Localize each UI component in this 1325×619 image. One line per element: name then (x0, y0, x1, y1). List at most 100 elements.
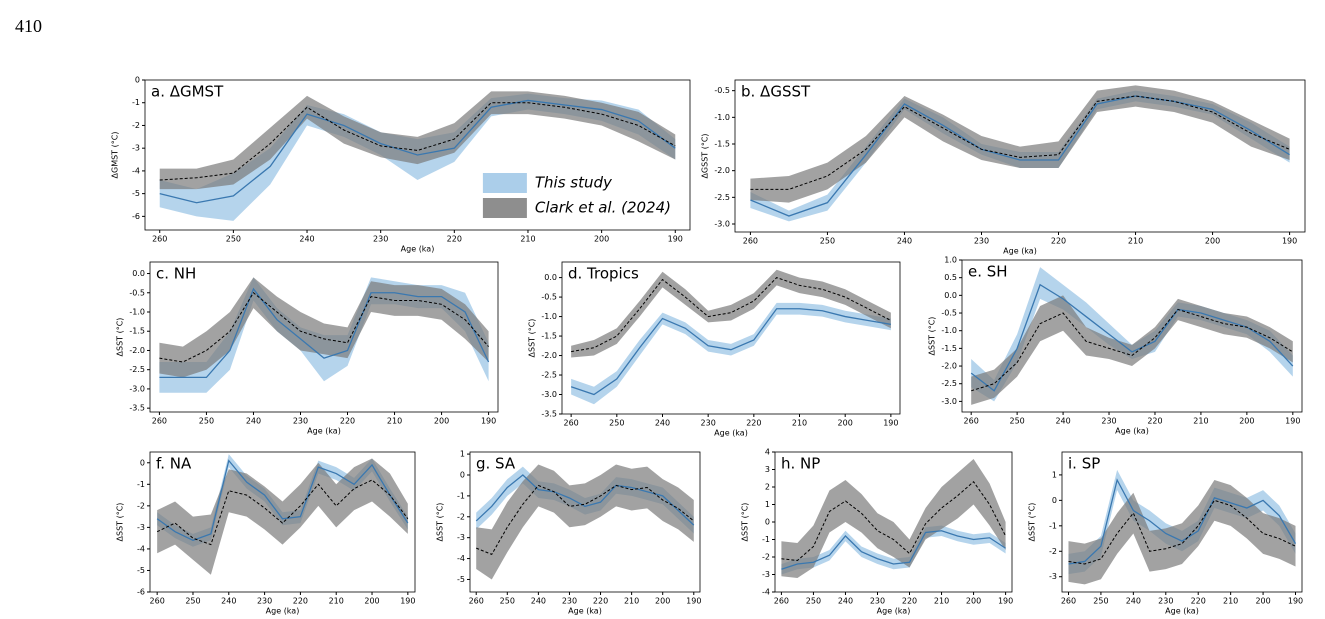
y-tick-label: -3 (762, 570, 770, 579)
series-line (781, 530, 1006, 570)
axes-frame (961, 259, 1303, 413)
series-line (571, 277, 892, 353)
y-tick-label: -2.0 (541, 351, 557, 360)
x-tick-label: 250 (199, 417, 214, 426)
x-tick-label: 200 (838, 419, 853, 428)
x-tick-label: 190 (668, 235, 683, 244)
y-tick-label: -2.5 (541, 371, 557, 380)
axes-frame (149, 261, 499, 413)
legend-label: Clark et al. (2024) (535, 199, 671, 217)
x-tick-label: 190 (481, 417, 496, 426)
x-tick-label: 250 (1093, 597, 1108, 606)
x-tick-label: 210 (1128, 237, 1143, 246)
panel-title: a. ΔGMST (151, 83, 224, 101)
y-tick-label: -1.5 (541, 332, 557, 341)
x-tick-label: 220 (746, 419, 761, 428)
x-tick-label: 260 (469, 597, 484, 606)
x-tick-label: 260 (150, 597, 165, 606)
x-tick-label: 230 (373, 235, 388, 244)
series-line (159, 99, 676, 204)
axes-frame (469, 451, 701, 593)
y-tick-label: 0.5 (944, 273, 957, 282)
x-tick-label: 260 (152, 235, 167, 244)
x-tick-label: 260 (964, 417, 979, 426)
x-tick-label: 210 (792, 419, 807, 428)
x-tick-label: 190 (686, 597, 701, 606)
x-tick-label: 250 (226, 235, 241, 244)
y-tick-label: -0.5 (941, 309, 957, 318)
y-tick-label: -2.0 (714, 166, 730, 175)
x-tick-label: 210 (1193, 417, 1208, 426)
panel: 260 250 240 230 220 210 200 190 0.0 -0.5 -1.0 -1.5 -… (528, 261, 901, 438)
y-tick-label: 1 (765, 500, 770, 509)
x-tick-label: 220 (1191, 597, 1206, 606)
x-tick-label: 210 (329, 597, 344, 606)
y-tick-label: -1.5 (714, 140, 730, 149)
x-tick-label: 260 (152, 417, 167, 426)
x-axis-label: Age (ka) (1165, 607, 1199, 616)
y-tick-label: -6 (132, 212, 140, 221)
y-tick-label: -2.5 (129, 365, 145, 374)
y-tick-label: 0 (460, 470, 465, 479)
x-tick-label: 250 (806, 597, 821, 606)
y-tick-label: 0 (1052, 496, 1057, 505)
x-tick-label: 240 (221, 597, 236, 606)
x-tick-label: 250 (1009, 417, 1024, 426)
y-tick-label: -3 (132, 144, 140, 153)
y-tick-label: -4 (137, 544, 145, 553)
x-tick-label: 190 (1285, 417, 1300, 426)
y-tick-label: -2.0 (129, 346, 145, 355)
x-tick-label: 250 (500, 597, 515, 606)
y-axis-label: ΔSST (°C) (116, 318, 125, 357)
x-axis-label: Age (ka) (1003, 247, 1037, 256)
series-line (1068, 478, 1297, 565)
x-tick-label: 260 (774, 597, 789, 606)
y-tick-label: -1 (1049, 521, 1057, 530)
x-tick-label: 220 (593, 597, 608, 606)
series-line (750, 95, 1290, 217)
y-tick-label: 1 (460, 450, 465, 459)
x-tick-label: 210 (624, 597, 639, 606)
x-tick-label: 200 (1205, 237, 1220, 246)
x-axis-label: Age (ka) (266, 607, 300, 616)
y-tick-label: -0.5 (541, 293, 557, 302)
axes-frame (149, 451, 416, 593)
plot-area (570, 269, 892, 405)
uncertainty-band (571, 269, 891, 358)
y-tick-label: -2 (762, 553, 770, 562)
x-tick-label: 210 (387, 417, 402, 426)
plot-area (970, 267, 1294, 405)
x-tick-label: 220 (902, 597, 917, 606)
panel: 260 250 240 230 220 210 200 190 0 -1 -2 -3 -4 -5 -6 Age… (116, 451, 416, 616)
uncertainty-band (159, 91, 676, 190)
panel-title: i. SP (1068, 455, 1100, 473)
y-tick-label: -5 (132, 189, 140, 198)
x-tick-label: 200 (1255, 597, 1270, 606)
x-axis-label: Age (ka) (877, 607, 911, 616)
axes-frame (561, 261, 901, 415)
x-tick-label: 250 (609, 419, 624, 428)
x-tick-label: 190 (1282, 237, 1297, 246)
y-tick-label: -0.5 (129, 288, 145, 297)
series-line (970, 283, 1294, 392)
y-tick-label: 0 (135, 76, 140, 85)
series-line (1068, 499, 1296, 565)
y-tick-label: -1.5 (941, 344, 957, 353)
x-tick-label: 220 (340, 417, 355, 426)
y-axis-label: ΔSST (°C) (436, 503, 445, 542)
y-tick-label: -1.0 (941, 326, 957, 335)
panel: 260 250 240 230 220 210 200 190 -0.5 -1.0 -1.5 -2.0… (701, 79, 1306, 256)
uncertainty-band (476, 464, 694, 580)
x-tick-label: 190 (998, 597, 1013, 606)
uncertainty-band (781, 525, 1006, 575)
y-tick-label: -1.0 (541, 312, 557, 321)
panel: 260 250 240 230 220 210 200 190 1 0 -1 -2 -3 -4 -5 Age … (436, 450, 702, 616)
series-line (971, 308, 1294, 392)
y-tick-label: 0 (765, 518, 770, 527)
y-tick-label: 0.0 (944, 291, 957, 300)
uncertainty-band (750, 85, 1290, 203)
y-axis-label: ΔGSST (°C) (701, 133, 710, 178)
line-number: 410 (15, 16, 42, 36)
x-tick-label: 200 (966, 597, 981, 606)
